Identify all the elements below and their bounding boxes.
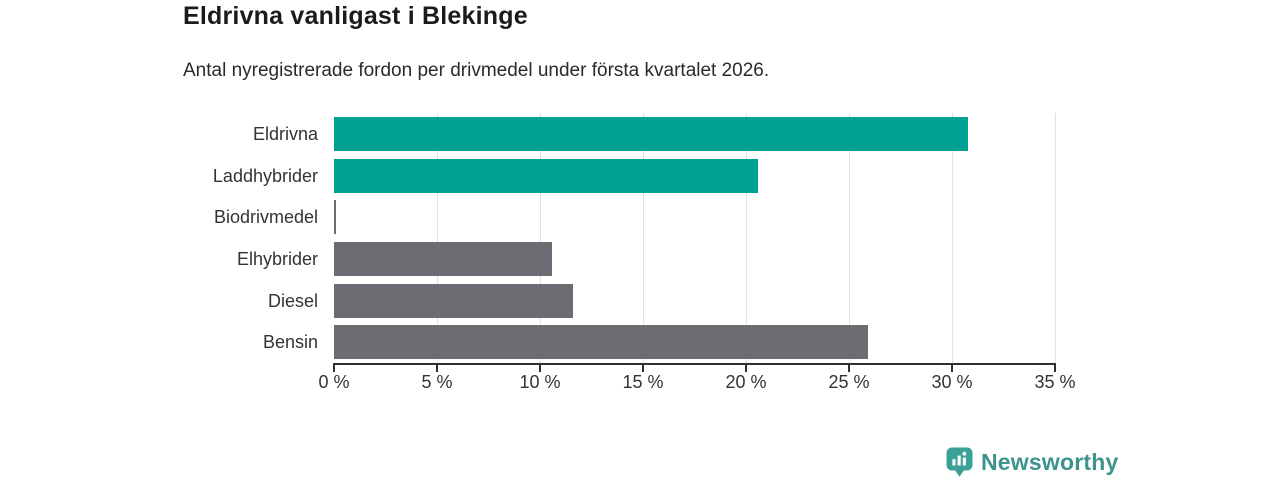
chart-title: Eldrivna vanligast i Blekinge xyxy=(183,2,528,30)
x-tick-label-30: 30 % xyxy=(931,372,973,392)
gridline-15 xyxy=(643,113,644,363)
bar-elhybrider xyxy=(334,241,553,276)
chart-subtitle: Antal nyregistrerade fordon per drivmede… xyxy=(183,60,770,81)
x-tick-label-35: 35 % xyxy=(1034,372,1076,392)
category-label-eldrivna: Eldrivna xyxy=(252,123,318,144)
x-tick-label-10: 10 % xyxy=(519,372,561,392)
gridline-25 xyxy=(849,113,850,363)
gridline-20 xyxy=(746,113,747,363)
brand-logo: Newsworthy xyxy=(946,447,1118,478)
x-tick-label-20: 20 % xyxy=(725,372,767,392)
x-tick-label-0: 0 % xyxy=(318,372,350,392)
gridline-5 xyxy=(437,113,438,363)
gridline-30 xyxy=(952,113,953,363)
category-label-elhybrider: Elhybrider xyxy=(236,248,318,269)
x-tick-15 xyxy=(642,365,644,372)
brand-name: Newsworthy xyxy=(981,449,1119,475)
gridline-10 xyxy=(540,113,541,363)
x-tick-label-5: 5 % xyxy=(421,372,453,392)
category-label-laddhybrider: Laddhybrider xyxy=(212,165,318,186)
x-tick-25 xyxy=(848,365,850,372)
x-tick-label-15: 15 % xyxy=(622,372,664,392)
category-label-biodrivmedel: Biodrivmedel xyxy=(213,207,318,228)
x-tick-label-25: 25 % xyxy=(828,372,870,392)
x-tick-10 xyxy=(539,365,541,372)
category-label-diesel: Diesel xyxy=(267,290,318,311)
bar-laddhybrider xyxy=(334,158,759,193)
x-tick-35 xyxy=(1054,365,1056,372)
gridline-35 xyxy=(1055,113,1056,363)
bar-bensin xyxy=(334,325,868,360)
newsworthy-pin-barchart-icon xyxy=(946,447,973,478)
x-tick-20 xyxy=(745,365,747,372)
bar-biodrivmedel xyxy=(334,200,337,235)
x-tick-0 xyxy=(333,365,335,372)
plot-area xyxy=(334,113,1056,363)
bar-diesel xyxy=(334,283,573,318)
x-axis-line xyxy=(333,363,1056,365)
x-tick-30 xyxy=(951,365,953,372)
x-tick-5 xyxy=(436,365,438,372)
category-label-bensin: Bensin xyxy=(262,332,318,353)
bar-eldrivna xyxy=(334,116,969,151)
